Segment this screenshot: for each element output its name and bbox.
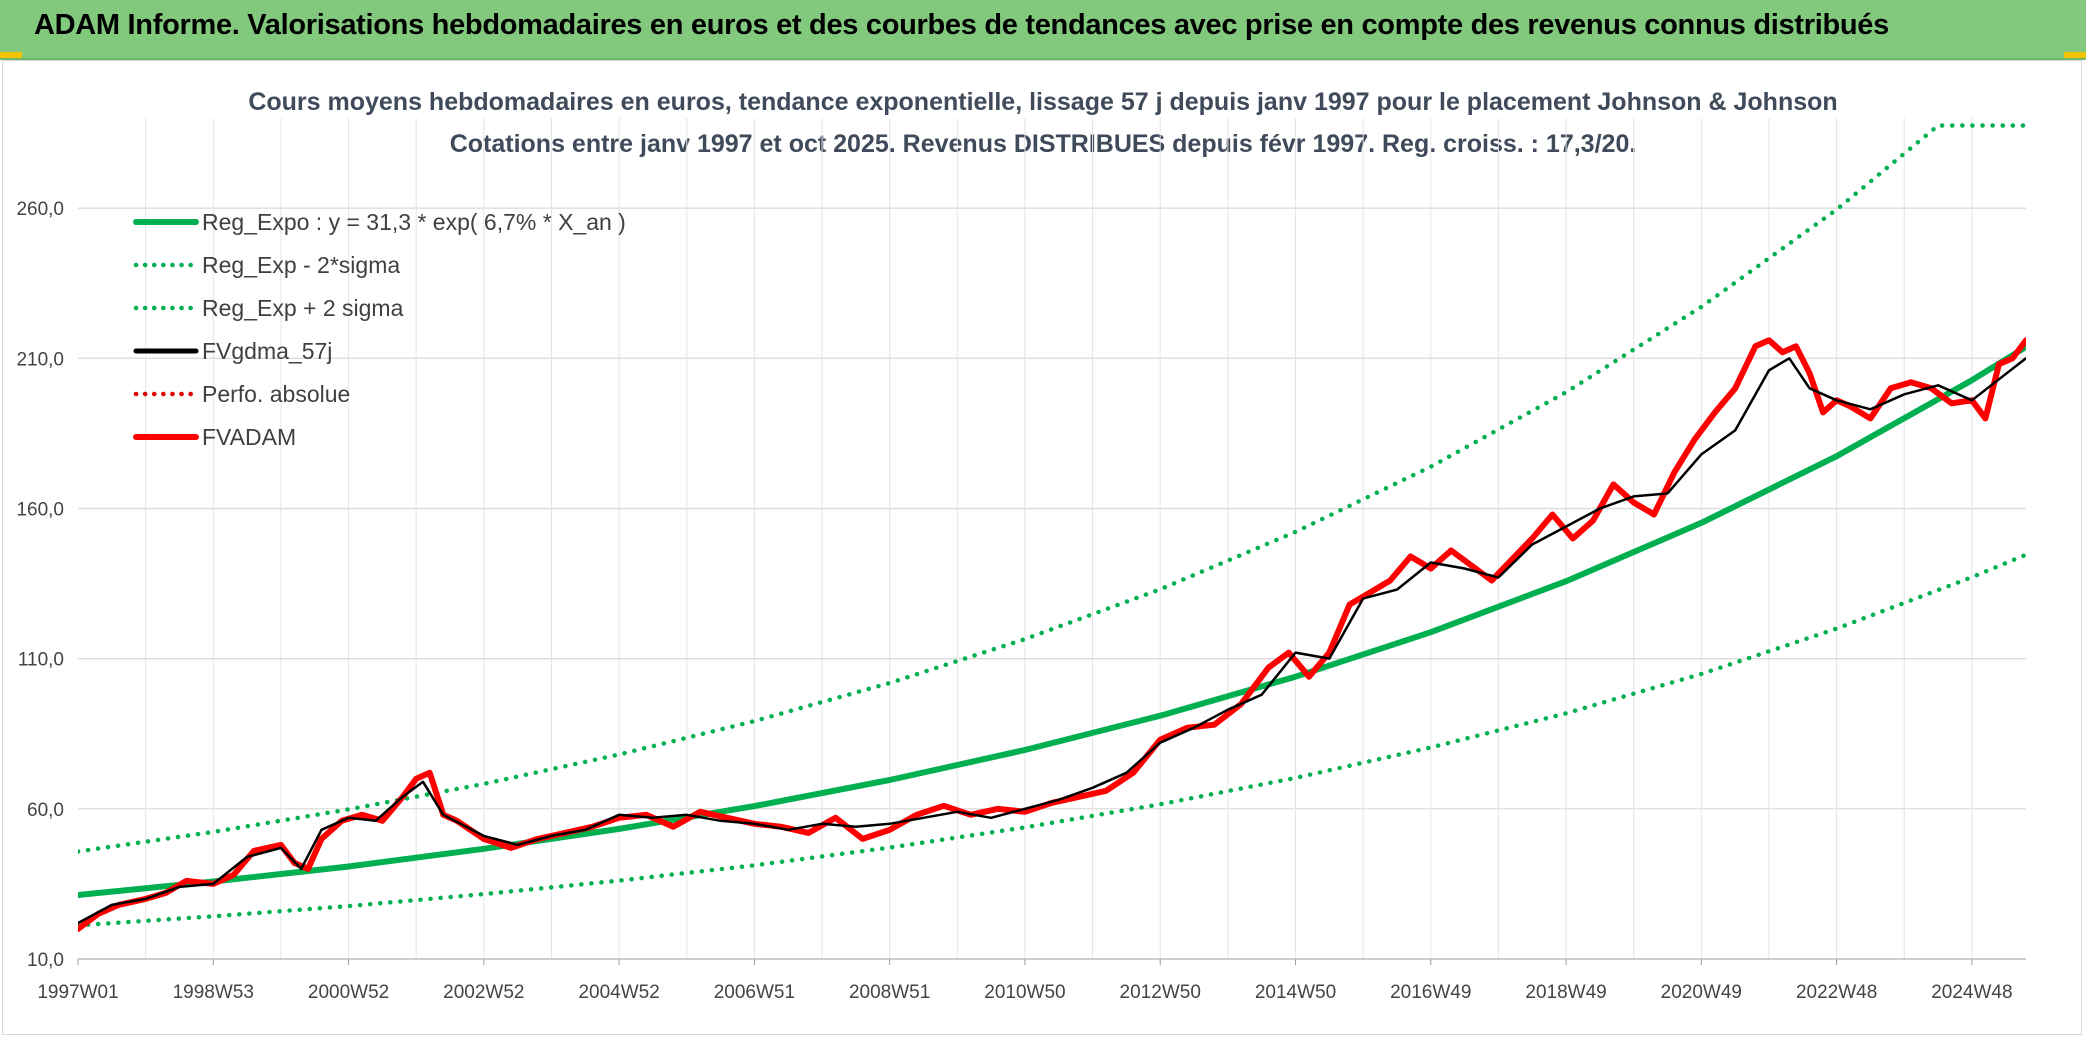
x-tick-label: 2018W49 xyxy=(1525,982,1606,1003)
banner-title: ADAM Informe. Valorisations hebdomadaire… xyxy=(34,9,1889,41)
x-tick-label: 2002W52 xyxy=(443,982,524,1003)
x-tick-label: 1998W53 xyxy=(173,982,254,1003)
corner-marker-right xyxy=(2064,52,2086,58)
x-tick-label: 2022W48 xyxy=(1796,982,1877,1003)
series-line-fvgdma-57j xyxy=(78,357,2026,925)
series-line-fvadam xyxy=(78,337,2026,932)
legend-label: Reg_Expo : y = 31,3 * exp( 6,7% * X_an ) xyxy=(202,209,626,235)
x-tick-label: 2024W48 xyxy=(1931,982,2012,1003)
legend-label: FVgdma_57j xyxy=(202,338,332,364)
chart-title: Cours moyens hebdomadaires en euros, ten… xyxy=(248,88,1838,116)
legend-label: Reg_Exp - 2*sigma xyxy=(202,252,400,278)
series-line-reg-expo-y-31-3-exp-6-7-x-an xyxy=(78,343,2026,898)
x-tick-label: 2016W49 xyxy=(1390,982,1471,1003)
legend-label: FVADAM xyxy=(202,424,296,450)
legend-label: Reg_Exp + 2 sigma xyxy=(202,295,404,321)
x-tick-label: 2010W50 xyxy=(984,982,1065,1003)
corner-marker-left xyxy=(0,52,22,58)
x-tick-label: 2008W51 xyxy=(849,982,930,1003)
x-tick-label: 2006W51 xyxy=(714,982,795,1003)
x-tick-label: 2014W50 xyxy=(1255,982,1336,1003)
y-tick-label: 260,0 xyxy=(16,199,64,220)
y-tick-label: 160,0 xyxy=(16,499,64,520)
series-line-reg-exp-2-sigma xyxy=(78,123,2026,854)
x-tick-label: 2020W49 xyxy=(1661,982,1742,1003)
x-tick-label: 2004W52 xyxy=(578,982,659,1003)
y-tick-label: 210,0 xyxy=(16,349,64,370)
series-line-reg-exp-2-sigma xyxy=(78,552,2026,928)
x-tick-label: 2012W50 xyxy=(1120,982,1201,1003)
chart-subtitle: Cotations entre janv 1997 et oct 2025. R… xyxy=(449,130,1637,158)
y-tick-label: 110,0 xyxy=(18,650,64,671)
report-banner: ADAM Informe. Valorisations hebdomadaire… xyxy=(0,0,2086,60)
y-tick-label: 60,0 xyxy=(27,800,64,821)
legend-label: Perfo. absolue xyxy=(202,381,350,407)
x-tick-label: 2000W52 xyxy=(308,982,389,1003)
y-tick-label: 10,0 xyxy=(27,950,64,971)
chart-frame xyxy=(2,60,2082,1035)
x-tick-label: 1997W01 xyxy=(37,982,118,1003)
